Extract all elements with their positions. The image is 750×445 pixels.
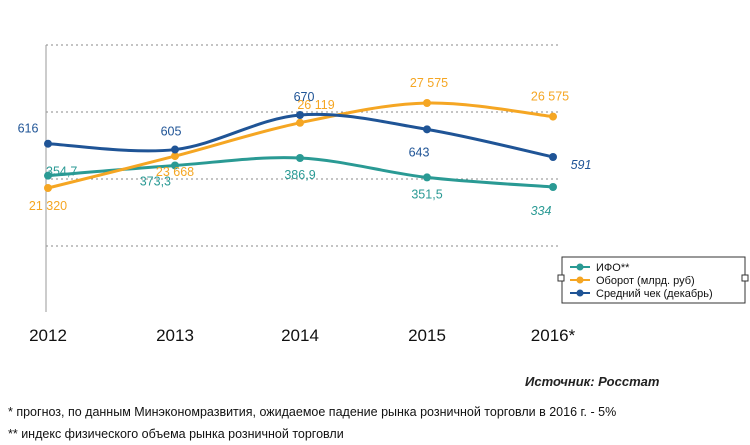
grid-lines [46,44,560,247]
data-label: 591 [571,158,592,172]
data-label: 351,5 [411,187,442,201]
data-point [549,112,557,121]
data-label: 334 [531,204,552,218]
data-label: 23 668 [156,165,194,179]
data-label: 354,7 [46,165,77,179]
data-label: 27 575 [410,76,448,90]
legend-swatch-marker [576,263,584,271]
legend-item: ИФО** [570,262,630,274]
x-tick-label: 2015 [408,326,446,345]
series-layer: 354,7 373,3 386,9 351,5 334 21 320 23 668 26 11… [18,76,592,218]
data-label: 26 575 [531,90,569,104]
x-tick-label: 2014 [281,326,319,345]
series-1: 21 320 23 668 26 119 27 575 26 575 [29,76,569,213]
legend: ИФО**Оборот (млрд. руб)Средний чек (дека… [557,256,749,304]
data-point [423,173,431,182]
legend-label: ИФО** [596,262,630,274]
data-label: 605 [161,125,182,139]
source-note: Источник: Росстат [525,374,660,389]
legend-item: Оборот (млрд. руб) [570,275,695,287]
data-point [44,171,52,180]
data-label: 26 119 [297,98,334,112]
data-point [171,145,179,154]
legend-handle-left [557,274,565,282]
data-point [296,118,304,127]
data-label: 643 [409,145,430,159]
series-0: 354,7 373,3 386,9 351,5 334 [44,154,557,218]
data-point [171,161,179,170]
data-point [423,125,431,134]
data-point [549,153,557,161]
data-point [296,154,304,162]
data-point [549,183,557,191]
data-label: 616 [18,122,39,136]
legend-label: Средний чек (декабрь) [596,288,713,300]
legend-label: Оборот (млрд. руб) [596,275,695,287]
footnote-forecast: * прогноз, по данным Минэкономразвития, … [8,405,617,419]
x-axis-ticks: 2012 2013 2014 2015 2016* [29,326,576,345]
data-label: 670 [294,90,315,104]
data-point [44,139,52,148]
data-point [423,99,431,107]
data-label: 386,9 [284,168,315,182]
data-label: 21 320 [29,199,67,213]
data-point [171,152,179,161]
data-point [296,111,304,119]
data-label: 373,3 [140,174,171,188]
legend-item: Средний чек (декабрь) [570,288,713,300]
footnote-index: ** индекс физического объема рынка розни… [8,427,344,441]
legend-handle-right [741,274,749,282]
data-point [44,184,52,192]
x-tick-label: 2016* [531,326,576,345]
x-tick-label: 2013 [156,326,194,345]
legend-swatch-marker [576,276,584,284]
series-2: 616 605 670 643 591 [18,90,592,172]
x-tick-label: 2012 [29,326,67,345]
legend-swatch-marker [576,289,584,297]
